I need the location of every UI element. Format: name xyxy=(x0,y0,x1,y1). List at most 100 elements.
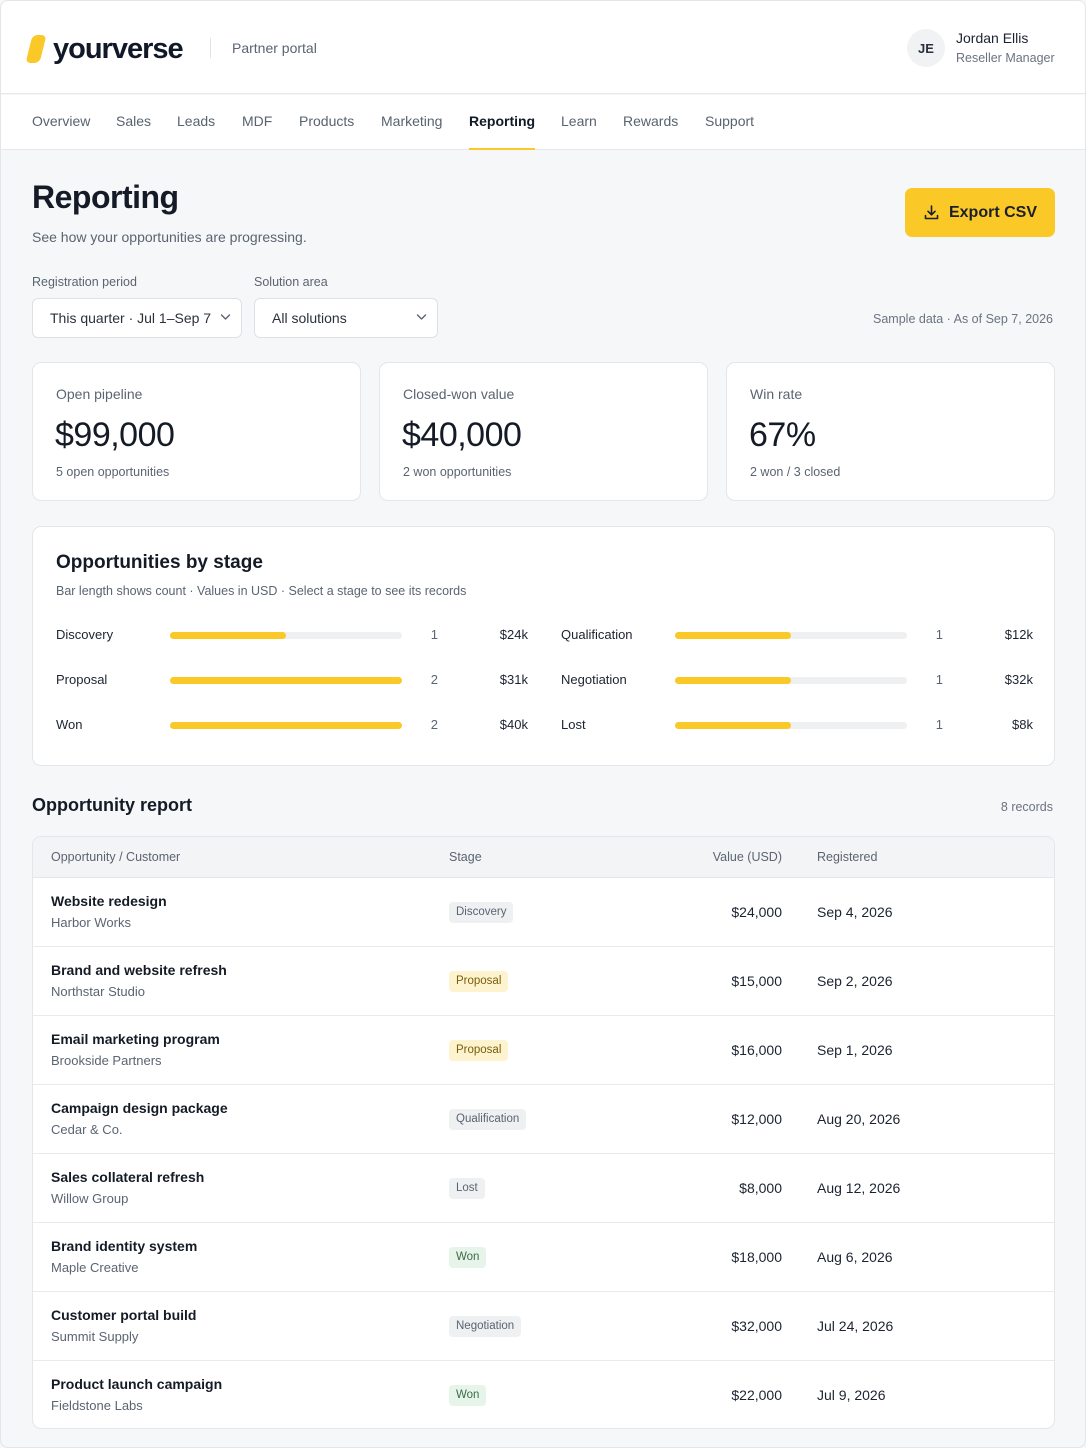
kpi-open-pipeline: Open pipeline $99,000 5 open opportuniti… xyxy=(32,362,361,501)
chevron-down-icon xyxy=(416,314,427,320)
col-value[interactable]: Value (USD) xyxy=(712,850,782,864)
col-opportunity[interactable]: Opportunity / Customer xyxy=(51,850,181,864)
solution-select[interactable]: All solutions xyxy=(254,298,438,338)
stage-count: 1 xyxy=(935,717,943,732)
value-cell: $32,000 xyxy=(731,1318,782,1334)
stage-card-title: Opportunities by stage xyxy=(56,552,263,573)
registered-date: Aug 12, 2026 xyxy=(817,1180,901,1196)
stage-bar-track xyxy=(675,677,907,684)
opportunity-name[interactable]: Customer portal build xyxy=(51,1307,197,1323)
table-row[interactable]: Brand identity system Maple Creative Won $1… xyxy=(33,1223,1054,1292)
registered-date: Sep 4, 2026 xyxy=(817,904,893,920)
table-row[interactable]: Brand and website refresh Northstar Studi… xyxy=(33,947,1054,1016)
col-stage[interactable]: Stage xyxy=(449,850,482,864)
kpi-value: $40,000 xyxy=(402,416,522,454)
stage-value: $32k xyxy=(1004,672,1033,687)
stage-badge: Negotiation xyxy=(449,1316,522,1337)
value-cell: $15,000 xyxy=(731,973,782,989)
stage-bar xyxy=(675,632,791,639)
sample-data-note: Sample data · As of Sep 7, 2026 xyxy=(873,312,1053,326)
customer-name: Willow Group xyxy=(51,1191,129,1206)
stage-name: Negotiation xyxy=(561,672,627,687)
stage-badge: Won xyxy=(449,1247,487,1268)
stage-badge: Lost xyxy=(449,1178,485,1199)
stage-count: 1 xyxy=(935,672,943,687)
table-row[interactable]: Website redesign Harbor Works Discovery $24… xyxy=(33,878,1054,947)
tab-sales[interactable]: Sales xyxy=(116,113,152,129)
opportunity-name[interactable]: Email marketing program xyxy=(51,1031,220,1047)
kpi-value: $99,000 xyxy=(55,416,175,454)
stage-bar-track xyxy=(170,722,402,729)
export-csv-button[interactable]: Export CSV xyxy=(905,188,1055,237)
customer-name: Brookside Partners xyxy=(51,1053,162,1068)
stage-bar xyxy=(170,632,286,639)
period-value: This quarter · Jul 1–Sep 7 xyxy=(50,310,212,326)
value-cell: $16,000 xyxy=(731,1042,782,1058)
value-cell: $22,000 xyxy=(731,1387,782,1403)
download-icon xyxy=(924,205,939,220)
opportunity-name[interactable]: Brand and website refresh xyxy=(51,962,227,978)
export-csv-label: Export CSV xyxy=(948,203,1037,221)
stage-row-lost[interactable]: Lost 1 $8k xyxy=(561,715,1033,735)
stage-bar xyxy=(170,722,402,729)
table-row[interactable]: Product launch campaign Fieldstone Labs Wo… xyxy=(33,1361,1054,1428)
customer-name: Harbor Works xyxy=(51,915,131,930)
kpi-closed-won-value: Closed-won value $40,000 2 won opportuni… xyxy=(379,362,708,501)
page-title: Reporting xyxy=(32,179,179,215)
tab-overview[interactable]: Overview xyxy=(32,113,91,129)
period-select[interactable]: This quarter · Jul 1–Sep 7 xyxy=(32,298,242,338)
table-row[interactable]: Campaign design package Cedar & Co. Qualif… xyxy=(33,1085,1054,1154)
table-row[interactable]: Sales collateral refresh Willow Group Lost… xyxy=(33,1154,1054,1223)
tab-support[interactable]: Support xyxy=(705,113,755,129)
table-header: Opportunity / Customer Stage Value (USD)… xyxy=(33,837,1054,878)
stage-bar xyxy=(675,677,791,684)
opportunity-name[interactable]: Website redesign xyxy=(51,893,167,909)
opportunity-name[interactable]: Product launch campaign xyxy=(51,1376,223,1392)
tab-marketing[interactable]: Marketing xyxy=(381,113,443,129)
period-label: Registration period xyxy=(32,275,137,289)
logo[interactable]: yourverse xyxy=(25,31,184,67)
user-name[interactable]: Jordan Ellis xyxy=(956,30,1029,46)
opportunity-name[interactable]: Sales collateral refresh xyxy=(51,1169,205,1185)
registered-date: Aug 20, 2026 xyxy=(817,1111,901,1127)
tab-rewards[interactable]: Rewards xyxy=(623,113,679,129)
stage-bar-track xyxy=(170,632,402,639)
customer-name: Maple Creative xyxy=(51,1260,139,1275)
registered-date: Sep 1, 2026 xyxy=(817,1042,893,1058)
top-bar: yourverse Partner portal JE Jordan Ellis… xyxy=(1,1,1085,94)
registered-date: Aug 6, 2026 xyxy=(817,1249,893,1265)
col-registered[interactable]: Registered xyxy=(817,850,878,864)
customer-name: Cedar & Co. xyxy=(51,1122,123,1137)
stage-row-qualification[interactable]: Qualification 1 $12k xyxy=(561,625,1033,645)
stage-count: 2 xyxy=(430,672,438,687)
tab-leads[interactable]: Leads xyxy=(177,113,216,129)
stage-name: Lost xyxy=(561,717,586,732)
kpi-label: Open pipeline xyxy=(56,386,143,402)
stage-value: $12k xyxy=(1004,627,1033,642)
stage-row-discovery[interactable]: Discovery 1 $24k xyxy=(56,625,528,645)
report-title: Opportunity report xyxy=(32,795,192,815)
stage-badge: Proposal xyxy=(449,1040,509,1061)
stage-row-won[interactable]: Won 2 $40k xyxy=(56,715,528,735)
tab-reporting[interactable]: Reporting xyxy=(469,95,536,150)
value-cell: $8,000 xyxy=(739,1180,782,1196)
portal-label: Partner portal xyxy=(232,40,317,56)
stage-badge: Qualification xyxy=(449,1109,527,1130)
opportunity-name[interactable]: Brand identity system xyxy=(51,1238,198,1254)
tab-learn[interactable]: Learn xyxy=(561,113,597,129)
user-role: Reseller Manager xyxy=(956,51,1055,65)
opportunity-table: Opportunity / Customer Stage Value (USD)… xyxy=(32,836,1055,1429)
tab-products[interactable]: Products xyxy=(299,113,355,129)
opportunity-name[interactable]: Campaign design package xyxy=(51,1100,228,1116)
stage-row-negotiation[interactable]: Negotiation 1 $32k xyxy=(561,670,1033,690)
avatar[interactable]: JE xyxy=(907,29,945,67)
stage-badge: Won xyxy=(449,1385,487,1406)
tab-mdf[interactable]: MDF xyxy=(242,113,273,129)
customer-name: Northstar Studio xyxy=(51,984,145,999)
table-row[interactable]: Customer portal build Summit Supply Negoti… xyxy=(33,1292,1054,1361)
table-row[interactable]: Email marketing program Brookside Partner… xyxy=(33,1016,1054,1085)
stage-name: Won xyxy=(56,717,83,732)
stage-row-proposal[interactable]: Proposal 2 $31k xyxy=(56,670,528,690)
stage-count: 1 xyxy=(430,627,438,642)
